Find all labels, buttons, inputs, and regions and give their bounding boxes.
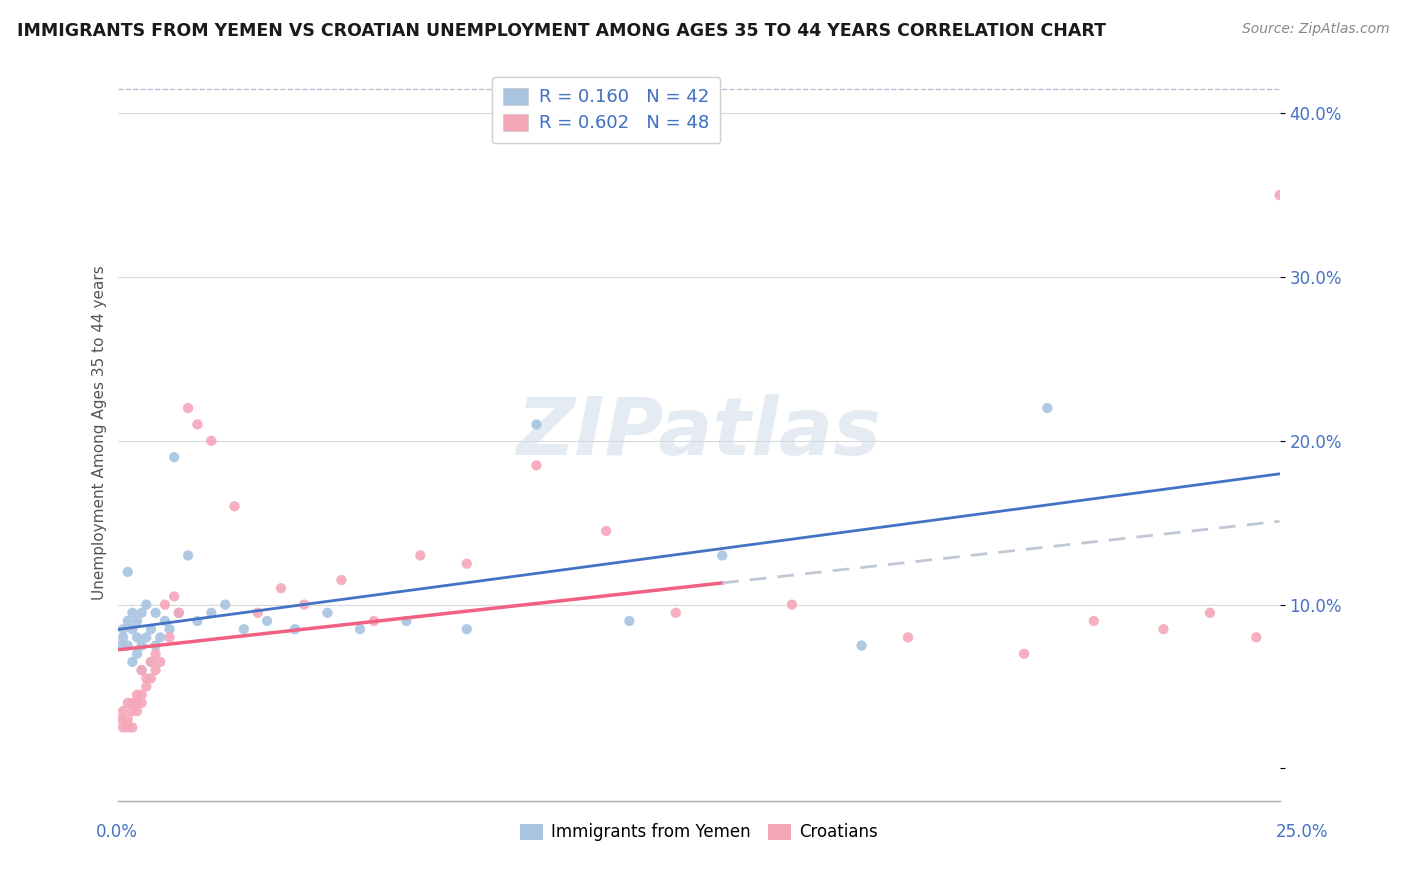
Point — [121, 655, 143, 669]
Text: IMMIGRANTS FROM YEMEN VS CROATIAN UNEMPLOYMENT AMONG AGES 35 TO 44 YEARS CORRELA: IMMIGRANTS FROM YEMEN VS CROATIAN UNEMPL… — [17, 22, 1107, 40]
Point — [145, 639, 167, 653]
Point — [330, 573, 353, 587]
Point — [149, 655, 172, 669]
Point — [139, 655, 162, 669]
Point — [186, 417, 208, 432]
Point — [135, 680, 157, 694]
Point — [780, 598, 803, 612]
Point — [153, 598, 176, 612]
Point — [131, 688, 153, 702]
Point — [125, 688, 148, 702]
Point — [292, 598, 315, 612]
Point — [163, 450, 186, 465]
Point — [153, 614, 176, 628]
Point — [131, 663, 153, 677]
Point — [270, 581, 292, 595]
Point — [117, 614, 139, 628]
Point — [125, 704, 148, 718]
Point — [145, 647, 167, 661]
Point — [363, 614, 385, 628]
Text: ZIPatlas: ZIPatlas — [516, 393, 882, 472]
Point — [1199, 606, 1222, 620]
Point — [167, 606, 190, 620]
Point — [163, 590, 186, 604]
Text: Source: ZipAtlas.com: Source: ZipAtlas.com — [1241, 22, 1389, 37]
Point — [177, 401, 200, 415]
Point — [149, 631, 172, 645]
Point — [110, 639, 132, 653]
Point — [159, 622, 181, 636]
Point — [200, 434, 222, 448]
Point — [456, 557, 478, 571]
Point — [711, 549, 734, 563]
Point — [117, 565, 139, 579]
Point — [131, 606, 153, 620]
Point — [110, 712, 132, 726]
Point — [665, 606, 688, 620]
Point — [1246, 631, 1268, 645]
Point — [232, 622, 254, 636]
Point — [125, 647, 148, 661]
Point — [526, 458, 548, 473]
Point — [121, 721, 143, 735]
Point — [131, 639, 153, 653]
Point — [214, 598, 236, 612]
Point — [121, 622, 143, 636]
Point — [619, 614, 641, 628]
Point — [135, 598, 157, 612]
Point — [121, 704, 143, 718]
Point — [112, 622, 135, 636]
Point — [595, 524, 617, 538]
Point — [897, 631, 920, 645]
Point — [284, 622, 307, 636]
Point — [1036, 401, 1059, 415]
Point — [186, 614, 208, 628]
Y-axis label: Unemployment Among Ages 35 to 44 years: Unemployment Among Ages 35 to 44 years — [93, 265, 107, 600]
Text: 0.0%: 0.0% — [96, 822, 138, 840]
Point — [112, 631, 135, 645]
Point — [1012, 647, 1035, 661]
Point — [125, 631, 148, 645]
Point — [851, 639, 873, 653]
Point — [131, 696, 153, 710]
Point — [1083, 614, 1105, 628]
Point — [200, 606, 222, 620]
Point — [117, 721, 139, 735]
Point — [121, 606, 143, 620]
Point — [125, 696, 148, 710]
Point — [135, 671, 157, 685]
Point — [409, 549, 432, 563]
Point — [112, 704, 135, 718]
Point — [139, 671, 162, 685]
Point — [131, 663, 153, 677]
Point — [395, 614, 418, 628]
Point — [121, 696, 143, 710]
Point — [135, 631, 157, 645]
Point — [526, 417, 548, 432]
Point — [139, 622, 162, 636]
Point — [117, 639, 139, 653]
Legend: R = 0.160   N = 42, R = 0.602   N = 48: R = 0.160 N = 42, R = 0.602 N = 48 — [492, 77, 720, 144]
Point — [316, 606, 339, 620]
Point — [1152, 622, 1174, 636]
Point — [139, 655, 162, 669]
Point — [117, 712, 139, 726]
Point — [117, 696, 139, 710]
Point — [246, 606, 269, 620]
Text: 25.0%: 25.0% — [1277, 822, 1329, 840]
Point — [224, 500, 246, 514]
Point — [145, 606, 167, 620]
Point — [456, 622, 478, 636]
Point — [167, 606, 190, 620]
Point — [256, 614, 278, 628]
Point — [145, 663, 167, 677]
Point — [177, 549, 200, 563]
Point — [125, 614, 148, 628]
Point — [159, 631, 181, 645]
Point — [349, 622, 371, 636]
Point — [1268, 188, 1291, 202]
Point — [112, 721, 135, 735]
